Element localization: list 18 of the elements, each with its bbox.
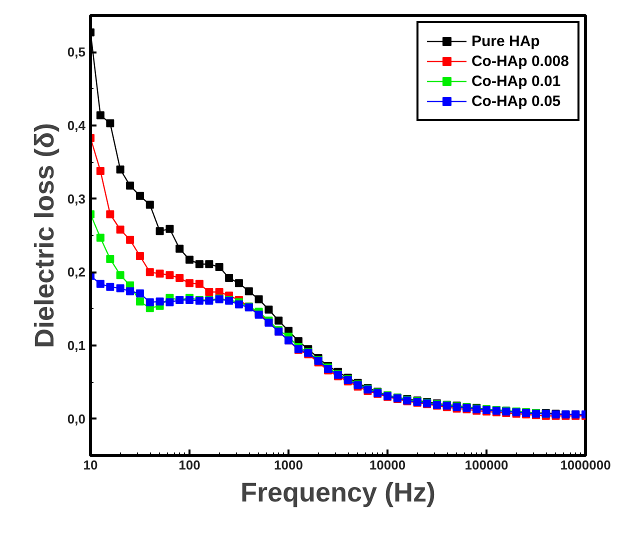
x-tick-label: 100000 <box>464 458 508 472</box>
x-tick-label: 10000 <box>369 458 406 472</box>
x-tick-label: 100 <box>178 458 200 472</box>
legend-label: Co-HAp 0.05 <box>471 92 561 110</box>
x-axis-title: Frequency (Hz) <box>240 478 436 508</box>
y-tick-label: 0,0 <box>67 411 86 426</box>
legend-label: Co-HAp 0.01 <box>471 72 561 90</box>
x-tick-label: 10 <box>83 458 98 472</box>
x-tick-label: 1000 <box>274 458 303 472</box>
y-axis-title: Dielectric loss (δ) <box>29 123 60 348</box>
y-tick-label: 0,2 <box>67 264 86 280</box>
y-tick-label: 0,3 <box>67 191 86 206</box>
y-tick-label: 0,1 <box>67 338 86 353</box>
y-tick-label: 0,5 <box>67 44 86 60</box>
x-tick-label: 1000000 <box>560 458 611 472</box>
y-tick-label: 0,4 <box>67 118 86 133</box>
legend-label: Pure HAp <box>471 32 540 50</box>
legend-label: Co-HAp 0.008 <box>471 52 569 70</box>
